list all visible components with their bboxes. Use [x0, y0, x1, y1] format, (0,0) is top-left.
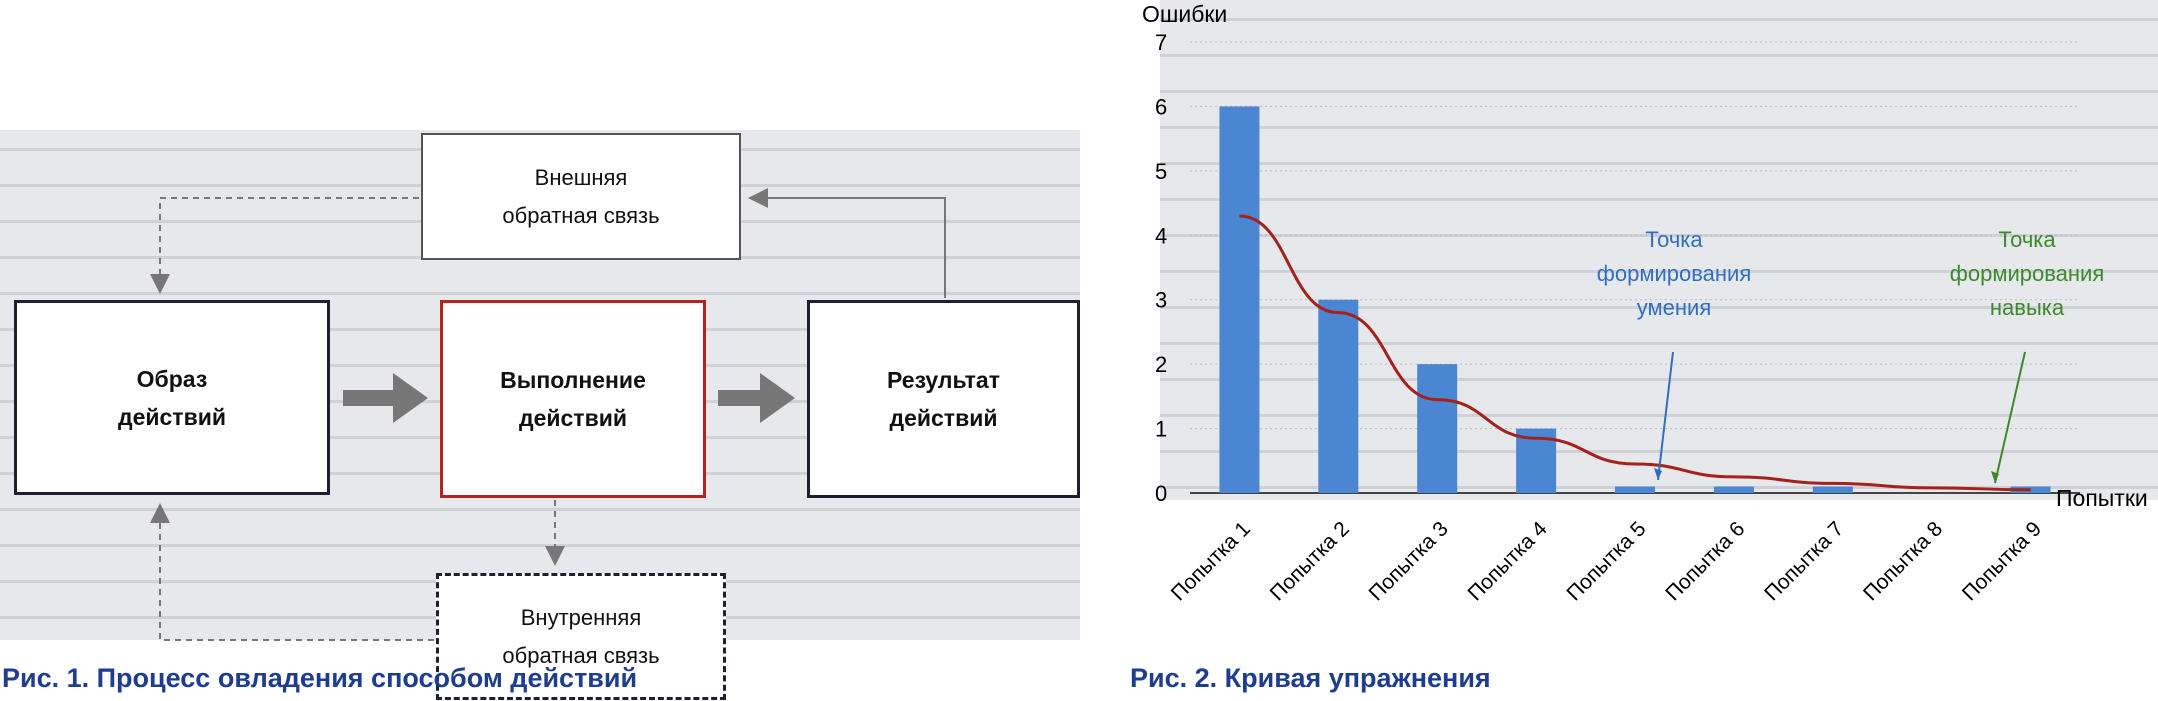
figure-1-arrows [150, 188, 946, 641]
y-axis-label: Ошибки [1142, 1, 1227, 27]
background-line [1160, 198, 2158, 201]
box-internal-feedback: Внутренняя обратная связь [436, 573, 726, 700]
bar [1219, 106, 1260, 493]
figure-1-caption: Рис. 1. Процесс овладения способом дейст… [2, 663, 638, 693]
box-rezultat-deystviy: Результат действий [807, 300, 1080, 498]
y-tick-label: 4 [1155, 223, 1167, 248]
y-tick-label: 1 [1155, 417, 1167, 442]
background-line [0, 544, 1080, 547]
x-tick-label: Попытка 5 [1562, 517, 1650, 605]
arrow-internal-to-obraz [150, 503, 434, 641]
background-line [1160, 54, 2158, 57]
y-tick-label: 6 [1155, 94, 1167, 119]
bar [1318, 299, 1359, 493]
box-external-label: Внешняя обратная связь [502, 164, 660, 228]
box-vypolnenie-deystviy: Выполнение действий [440, 300, 706, 498]
y-tick-label: 0 [1155, 481, 1167, 506]
background-line [1160, 414, 2158, 417]
background-text-area [1160, 0, 2158, 500]
box-obraz-label: Образ действий [117, 365, 226, 430]
x-tick-label: Попытка 6 [1661, 517, 1749, 605]
chart-bars [1219, 106, 2051, 493]
background-line [1160, 306, 2158, 309]
annotation-pointer [1657, 351, 1674, 481]
annotation-skill-point: Точка формирования умения [1597, 227, 1751, 481]
bar [1812, 486, 1853, 493]
box-result-label: Результат действий [887, 367, 1000, 431]
background-line [0, 508, 1080, 511]
y-tick-labels: 0 1 2 3 4 5 6 7 [1155, 30, 1167, 506]
background-line [1160, 342, 2158, 345]
x-tick-label: Попытка 1 [1167, 517, 1255, 605]
annotation-arrowhead [1991, 471, 1999, 483]
annotation-line: Точка [1645, 227, 1703, 252]
figure-2-caption: Рис. 2. Кривая упражнения [1130, 663, 1491, 693]
arrow-external-to-obraz [150, 197, 419, 294]
x-tick-label: Попытка 7 [1760, 517, 1848, 605]
annotation-pointer [1994, 351, 2026, 484]
annotation-line: формирования [1950, 261, 2104, 286]
background-line [1160, 126, 2158, 129]
annotations: Точка формирования умения Точка формирования… [1597, 227, 2104, 484]
y-tick-label: 2 [1155, 352, 1167, 377]
x-tick-label: Попытка 4 [1463, 517, 1551, 605]
box-obraz-deystviy: Образ действий [14, 300, 330, 495]
annotation-line: умения [1637, 295, 1711, 320]
bar [1417, 364, 1458, 493]
bar [1615, 486, 1655, 493]
x-tick-label: Попытка 8 [1859, 517, 1947, 605]
background-line [1160, 18, 2158, 21]
annotation-line: Точка [1998, 227, 2056, 252]
background-line [1160, 90, 2158, 93]
x-tick-labels: Попытка 1 Попытка 2 Попытка 3 Попытка 4 Попы… [1167, 517, 2046, 605]
figure-1: Образ действий Выполнение действий Резул… [0, 130, 1080, 700]
x-axis-label: Попытки [2056, 485, 2148, 511]
box-external-feedback: Внешняя обратная связь [421, 133, 741, 260]
arrow-result-to-external [748, 188, 946, 298]
bar [2010, 486, 2051, 493]
background-line [1160, 234, 2158, 237]
annotation-line: навыка [1990, 295, 2065, 320]
background-line [1160, 486, 2158, 489]
background-line [1160, 378, 2158, 381]
arrow-obraz-to-vypolnenie [343, 373, 428, 423]
annotation-arrowhead [1654, 468, 1662, 480]
background-line [1160, 270, 2158, 273]
background-line [1160, 162, 2158, 165]
y-tick-label: 7 [1155, 30, 1167, 55]
annotation-line: формирования [1597, 261, 1751, 286]
exercise-curve-line [1239, 214, 2031, 492]
x-tick-label: Попытка 9 [1958, 517, 2046, 605]
annotation-habit-point: Точка формирования навыка [1950, 227, 2104, 484]
background-line [1160, 450, 2158, 453]
y-tick-label: 3 [1155, 288, 1167, 313]
x-tick-label: Попытка 3 [1365, 517, 1453, 605]
background-line [0, 292, 1080, 295]
y-tick-label: 5 [1155, 159, 1167, 184]
box-internal-label: Внутренняя обратная связь [502, 604, 660, 668]
box-vypolnenie-label: Выполнение действий [500, 367, 646, 431]
arrow-vypolnenie-to-result [718, 373, 795, 423]
x-tick-label: Попытка 2 [1266, 517, 1354, 605]
bar [1713, 486, 1754, 493]
